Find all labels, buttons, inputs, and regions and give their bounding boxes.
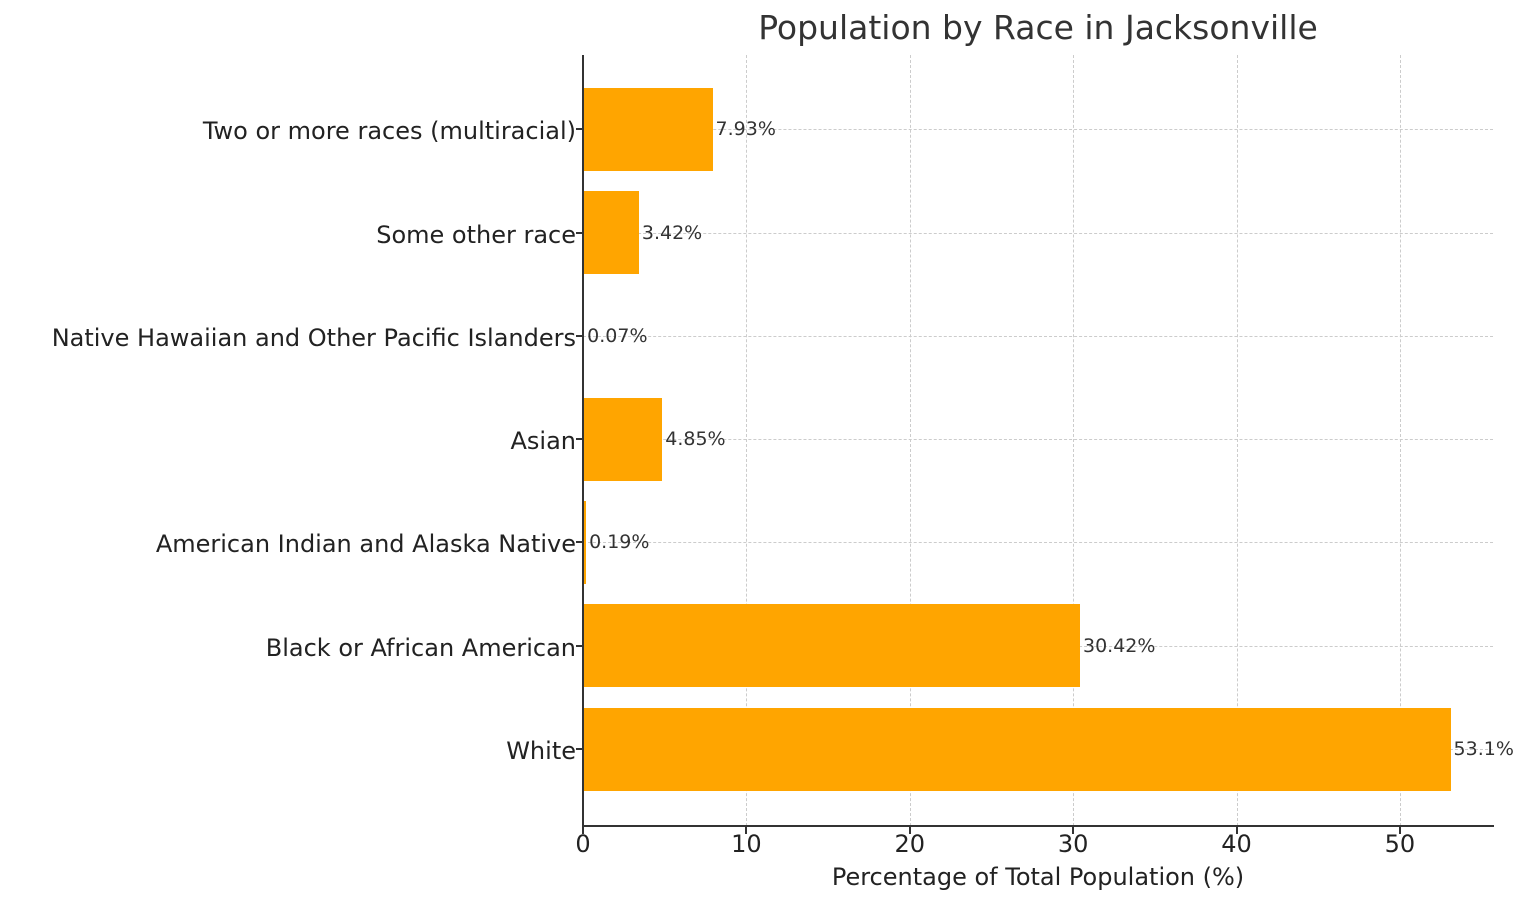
y-gridline	[583, 232, 1493, 234]
x-tick-mark	[1235, 827, 1238, 834]
y-tick-mark	[576, 128, 583, 131]
y-gridline	[583, 542, 1493, 544]
y-tick-mark	[576, 748, 583, 750]
bar-value-label: 3.42%	[641, 221, 703, 244]
y-tick-label: Native Hawaiian and Other Pacific Island…	[51, 323, 576, 352]
x-tick-label: 20	[894, 830, 926, 858]
bar	[583, 604, 1080, 688]
y-tick-mark	[576, 438, 583, 441]
y-tick-mark	[576, 644, 583, 647]
x-gridline	[1236, 55, 1238, 826]
x-tick-mark	[1398, 827, 1401, 834]
x-tick-label: 30	[1057, 830, 1089, 858]
y-gridline	[583, 129, 1493, 131]
y-tick-label: Two or more races (multiracial)	[202, 117, 576, 146]
bar	[583, 500, 587, 584]
y-tick-label: Black or African American	[265, 633, 576, 662]
x-gridline	[1073, 55, 1075, 826]
plot-area: 53.1% 30.42% 0.19% 4.85% 0.07% 3.42% 7.93%	[583, 55, 1514, 826]
bar-value-label: 4.85%	[665, 428, 726, 451]
bar	[583, 397, 663, 481]
x-tick-mark	[1072, 827, 1075, 834]
x-tick-label: 40	[1221, 830, 1252, 858]
bar-value-label: 7.93%	[715, 118, 776, 141]
y-tick-mark	[576, 334, 583, 337]
y-gridline	[583, 335, 1493, 337]
x-tick-mark	[908, 827, 911, 834]
x-tick-label: 50	[1384, 830, 1416, 858]
x-axis-line	[582, 825, 1494, 827]
y-gridline	[583, 439, 1493, 441]
bar-value-label: 0.07%	[587, 324, 648, 347]
y-tick-mark	[576, 231, 583, 234]
y-tick-label: White	[506, 737, 576, 765]
x-tick-label: 0	[575, 830, 591, 858]
bar	[583, 191, 639, 274]
bar	[583, 707, 1451, 791]
x-tick-mark	[745, 827, 748, 834]
x-axis-label: Percentage of Total Population (%)	[831, 863, 1245, 891]
x-tick-label: 10	[731, 830, 762, 858]
x-tick-mark	[582, 827, 584, 834]
y-tick-mark	[576, 541, 583, 544]
y-tick-label: Asian	[510, 427, 576, 456]
x-gridline	[909, 55, 911, 826]
x-gridline	[1399, 55, 1401, 826]
bar-value-label: 0.19%	[589, 531, 650, 554]
x-gridline	[746, 55, 748, 826]
y-axis-line	[582, 55, 584, 827]
bar-value-label: 53.1%	[1453, 738, 1514, 760]
bar	[583, 87, 713, 171]
y-tick-label: American Indian and Alaska Native	[155, 530, 576, 559]
y-tick-label: Some other race	[376, 220, 576, 249]
chart-title: Population by Race in Jacksonville	[758, 8, 1318, 47]
bar-value-label: 30.42%	[1082, 634, 1156, 657]
